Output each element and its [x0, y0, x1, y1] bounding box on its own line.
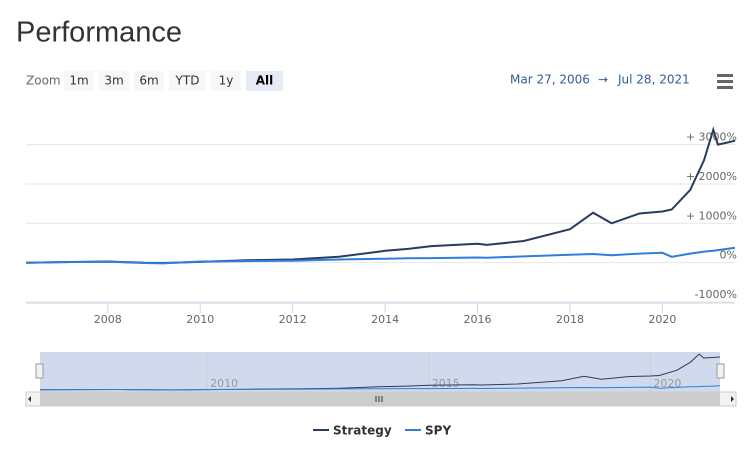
- zoom-label: Zoom: [26, 74, 61, 88]
- y-tick-label: -1000%: [695, 288, 737, 301]
- navigator-bg: [26, 352, 736, 392]
- navigator-tick-label: 2010: [210, 377, 238, 390]
- navigator-handle[interactable]: [35, 363, 44, 379]
- navigator-tick-label: 2020: [653, 377, 681, 390]
- legend-label[interactable]: Strategy: [333, 424, 392, 438]
- y-tick-label: 0%: [720, 249, 737, 262]
- legend-label[interactable]: SPY: [425, 424, 451, 438]
- zoom-button[interactable]: [134, 71, 164, 91]
- zoom-button[interactable]: [211, 71, 241, 91]
- zoom-button[interactable]: [246, 71, 283, 91]
- x-tick-label: 2020: [648, 313, 676, 326]
- zoom-button-label[interactable]: 1y: [219, 74, 234, 88]
- scrollbar-thumb[interactable]: [40, 392, 720, 406]
- zoom-button[interactable]: [99, 71, 129, 91]
- chart-title: Performance: [16, 17, 182, 49]
- zoom-button-label[interactable]: YTD: [175, 74, 200, 88]
- x-tick-label: 2018: [556, 313, 584, 326]
- menu-button[interactable]: [717, 74, 733, 89]
- zoom-button[interactable]: [169, 71, 206, 91]
- y-tick-label: + 1000%: [686, 209, 737, 222]
- navigator-tick-label: 2015: [432, 377, 460, 390]
- x-tick-label: 2008: [94, 313, 122, 326]
- series-line: [25, 246, 736, 265]
- menu-bar: [717, 74, 733, 77]
- x-tick-label: 2016: [464, 313, 492, 326]
- series-line: [25, 126, 736, 265]
- zoom-button-label[interactable]: All: [256, 74, 274, 88]
- x-tick-label: 2014: [371, 313, 399, 326]
- range-separator: →: [598, 73, 608, 87]
- zoom-button-label[interactable]: 1m: [69, 74, 88, 88]
- range-from[interactable]: Mar 27, 2006: [510, 73, 590, 87]
- x-tick-label: 2010: [186, 313, 214, 326]
- menu-bar: [717, 86, 733, 89]
- range-to[interactable]: Jul 28, 2021: [617, 73, 690, 87]
- x-tick-label: 2012: [279, 313, 307, 326]
- zoom-button-label[interactable]: 6m: [139, 74, 158, 88]
- scrollbar-grip: [375, 396, 383, 402]
- navigator-mask[interactable]: [40, 352, 720, 392]
- menu-bar: [717, 80, 733, 83]
- zoom-button-label[interactable]: 3m: [104, 74, 123, 88]
- navigator-line: [39, 385, 721, 391]
- zoom-button[interactable]: [64, 71, 94, 91]
- navigator-handle[interactable]: [716, 363, 725, 379]
